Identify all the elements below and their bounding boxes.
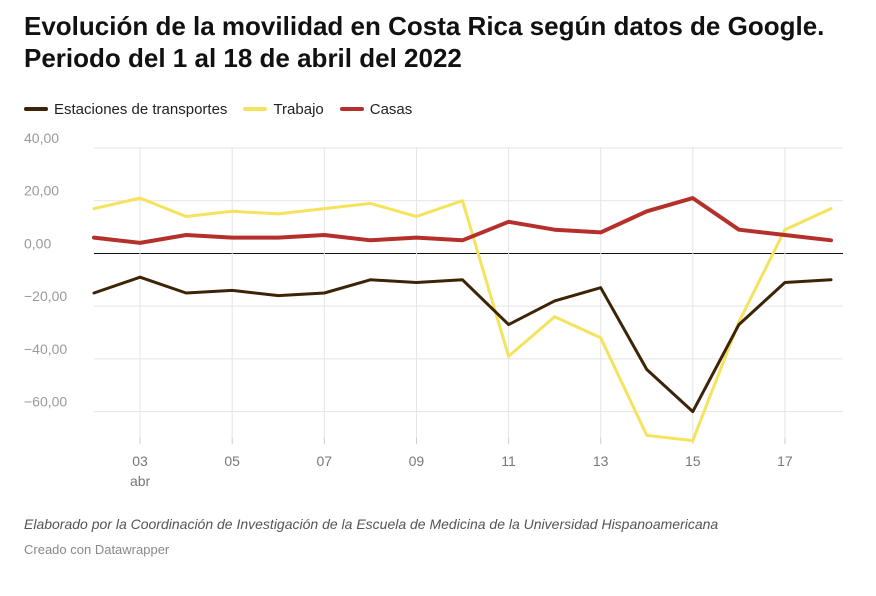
grid-layer (94, 147, 843, 438)
y-tick-label: −60,00 (24, 394, 67, 410)
legend-item-estaciones: Estaciones de transportes (24, 101, 227, 118)
series-line-estaciones (92, 275, 833, 414)
x-tick-label: 03 (132, 453, 148, 469)
axis-layer: 40,00 20,00 0,00 −20,00 −40,00 −60,00 03 abr 05 0… (24, 130, 793, 489)
legend: Estaciones de transportes Trabajo Casas (24, 99, 428, 119)
series-layer (92, 196, 833, 443)
y-tick-label: −40,00 (24, 341, 67, 357)
x-tick-label: 11 (501, 453, 516, 469)
x-tick-sublabel: abr (130, 473, 151, 489)
x-tick-label: 07 (317, 453, 333, 469)
y-tick-label: −20,00 (24, 288, 67, 304)
legend-swatch-casas (339, 107, 364, 111)
x-tick-label: 05 (224, 453, 240, 469)
legend-label-casas: Casas (369, 100, 413, 118)
chart-notes: Elaborado por la Coordinación de Investi… (24, 516, 719, 532)
x-tick-label: 13 (593, 453, 609, 469)
x-tick-label: 09 (409, 453, 425, 469)
x-tick-label: 17 (777, 453, 793, 469)
y-tick-label: 0,00 (24, 235, 51, 251)
legend-item-trabajo: Trabajo (243, 100, 324, 118)
legend-swatch-trabajo (243, 107, 268, 111)
legend-swatch-estaciones (24, 107, 48, 111)
x-tick-label: 15 (685, 453, 701, 469)
chart-title: Evolución de la movilidad en Costa Rica … (24, 11, 825, 73)
legend-label-estaciones: Estaciones de transportes (54, 100, 228, 118)
series-line-trabajo (92, 196, 833, 443)
y-tick-label: 40,00 (24, 130, 59, 146)
chart-byline: Creado con Datawrapper (24, 542, 170, 557)
legend-label-trabajo: Trabajo (273, 100, 324, 118)
series-line-casas (92, 196, 833, 245)
y-tick-label: 20,00 (24, 183, 59, 199)
legend-item-casas: Casas (339, 100, 413, 118)
